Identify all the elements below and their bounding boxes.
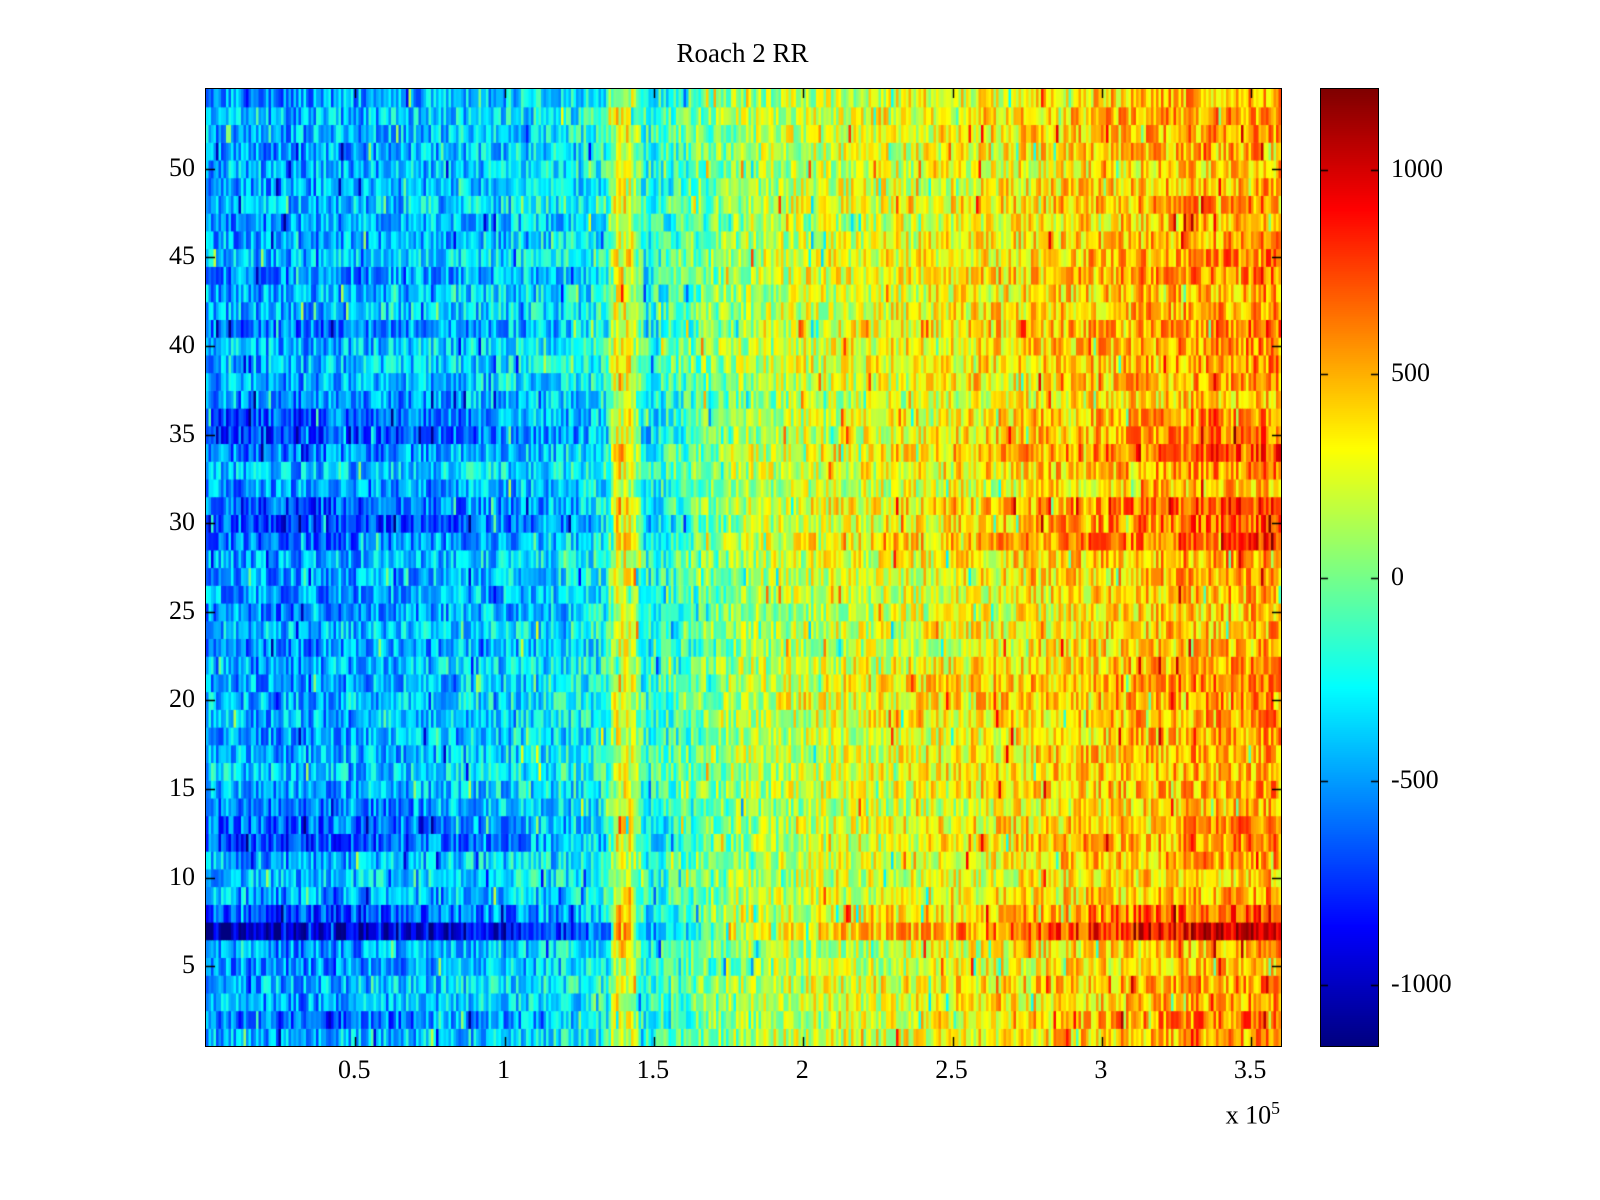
x-tick-label: 2.5 xyxy=(935,1055,968,1084)
x-tick-label: 1 xyxy=(497,1055,511,1084)
x-axis-multiplier: x 105 xyxy=(1130,1098,1280,1131)
colorbar-canvas xyxy=(1321,89,1378,1046)
x-tick-label: 1.5 xyxy=(636,1055,670,1084)
y-tick-label: 50 xyxy=(169,152,195,182)
y-tick-label: 5 xyxy=(182,950,195,980)
colorbar-tick-label: -500 xyxy=(1391,765,1439,795)
colorbar-tick-label: 1000 xyxy=(1391,154,1443,184)
x-axis-multiplier-exponent: 5 xyxy=(1271,1098,1280,1118)
y-tick-label: 15 xyxy=(169,773,195,803)
y-tick-label: 10 xyxy=(169,861,195,891)
colorbar xyxy=(1320,88,1379,1047)
heatmap-canvas xyxy=(206,89,1281,1046)
y-tick-label: 25 xyxy=(169,595,195,625)
y-tick-label: 40 xyxy=(169,329,195,359)
x-tick-label: 0.5 xyxy=(338,1055,371,1084)
y-tick-label: 35 xyxy=(169,418,195,448)
x-tick-label: 3.5 xyxy=(1233,1055,1267,1084)
colorbar-tick-label: 500 xyxy=(1391,358,1430,388)
x-tick-label: 3 xyxy=(1094,1055,1108,1084)
y-tick-label: 20 xyxy=(169,684,195,714)
chart-title: Roach 2 RR xyxy=(676,38,809,68)
x-axis-multiplier-prefix: x 10 xyxy=(1225,1100,1272,1130)
heatmap-plot-area xyxy=(205,88,1282,1047)
colorbar-tick-label: 0 xyxy=(1391,561,1404,591)
y-tick-label: 45 xyxy=(169,241,195,271)
colorbar-tick-label: -1000 xyxy=(1391,968,1452,998)
y-tick-label: 30 xyxy=(169,507,195,537)
x-tick-label: 2 xyxy=(795,1055,809,1084)
